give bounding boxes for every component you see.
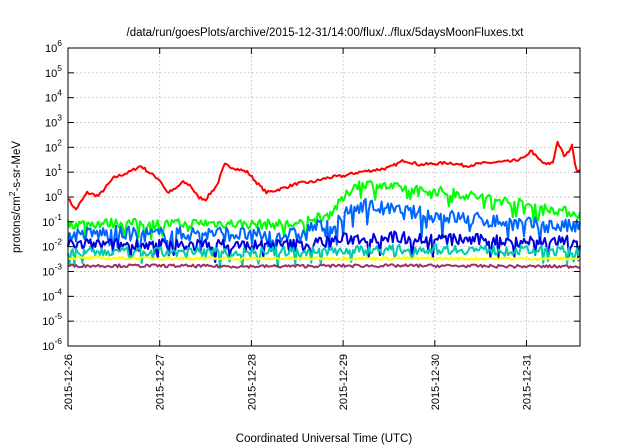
y-tick-label: 103 [45, 113, 62, 130]
series-line-7 [68, 263, 581, 269]
x-tick-label: 2015-12-27 [155, 354, 167, 410]
chart-title: /data/run/goesPlots/archive/2015-12-31/1… [127, 27, 525, 39]
plot-lines [67, 140, 581, 269]
y-tick-label: 10-2 [42, 237, 62, 254]
x-axis: 2015-12-26 2015-12-27 2015-12-28 2015-12-29… [63, 48, 534, 410]
y-axis: 10-6 10-5 10-4 10-3 10-2 10-1 100 101 102 103 104 1… [42, 38, 580, 353]
x-tick-label: 2015-12-28 [246, 354, 258, 410]
y-tick-label: 104 [45, 88, 62, 105]
y-tick-label: 101 [45, 162, 62, 179]
y-tick-label: 102 [45, 137, 62, 154]
series-line-2 [67, 179, 581, 241]
series-line-3 [67, 198, 581, 258]
x-tick-label: 2015-12-29 [338, 354, 350, 410]
series-line-1 [67, 140, 581, 211]
y-tick-label: 10-5 [42, 311, 62, 328]
series-line-4 [67, 230, 581, 264]
y-tick-label: 10-1 [42, 212, 62, 229]
grid [67, 47, 580, 347]
y-tick-label: 100 [45, 187, 62, 204]
series-line-6 [67, 255, 581, 262]
y-tick-label: 106 [45, 38, 62, 55]
x-axis-label: Coordinated Universal Time (UTC) [236, 433, 413, 445]
y-tick-label: 10-3 [42, 262, 62, 279]
y-tick-label: 10-6 [42, 336, 62, 353]
x-tick-label: 2015-12-31 [522, 354, 534, 410]
series-line-5 [67, 243, 581, 269]
x-tick-label: 2015-12-30 [430, 354, 442, 410]
y-tick-label: 10-4 [42, 286, 62, 303]
y-tick-label: 105 [45, 63, 62, 80]
x-tick-label: 2015-12-26 [63, 354, 75, 410]
y-axis-label: protons/cm2-s-sr-MeV [7, 141, 23, 253]
